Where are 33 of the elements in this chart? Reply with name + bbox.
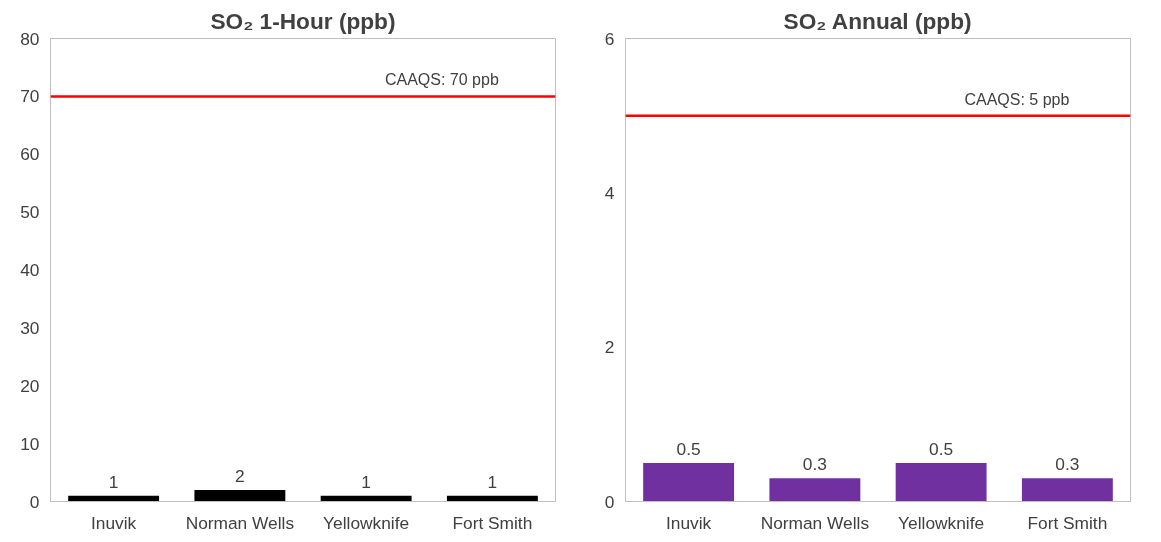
data-label: 0.5 xyxy=(676,438,701,459)
y-tick-label: 6 xyxy=(604,28,615,49)
ref-line-label: CAAQS: 5 ppb xyxy=(964,90,1070,108)
data-label: 1 xyxy=(487,471,498,492)
y-tick-label: 80 xyxy=(20,28,40,49)
chart-title: SO₂ 1-Hour (ppb) xyxy=(210,7,396,34)
x-tick-label: Inuvik xyxy=(90,512,137,533)
data-label: 0.3 xyxy=(1055,454,1080,475)
ref-line-label: CAAQS: 70 ppb xyxy=(384,71,499,89)
x-tick-label: Norman Wells xyxy=(185,512,295,533)
y-tick-label: 20 xyxy=(20,375,40,396)
y-tick-label: 30 xyxy=(20,317,40,338)
data-label: 2 xyxy=(235,465,245,486)
y-tick-label: 60 xyxy=(20,144,40,165)
data-label: 0.5 xyxy=(929,438,954,459)
x-tick-label: Yellowknife xyxy=(323,512,410,533)
y-tick-label: 50 xyxy=(20,202,40,223)
y-tick-label: 70 xyxy=(20,86,40,107)
x-tick-label: Yellowknife xyxy=(898,512,985,533)
y-tick-label: 0 xyxy=(604,491,615,512)
x-tick-label: Inuvik xyxy=(665,512,712,533)
x-tick-label: Fort Smith xyxy=(1027,512,1108,533)
data-label: 0.3 xyxy=(802,454,827,475)
y-tick-label: 4 xyxy=(604,182,615,203)
chart-title: SO₂ Annual (ppb) xyxy=(783,7,972,34)
data-label: 1 xyxy=(108,471,119,492)
y-tick-label: 40 xyxy=(20,260,40,280)
x-tick-label: Fort Smith xyxy=(452,512,533,533)
data-label: 1 xyxy=(361,471,371,492)
y-tick-label: 0 xyxy=(29,491,40,512)
y-tick-label: 10 xyxy=(20,433,40,454)
y-tick-label: 2 xyxy=(604,337,615,358)
x-tick-label: Norman Wells xyxy=(760,512,870,533)
